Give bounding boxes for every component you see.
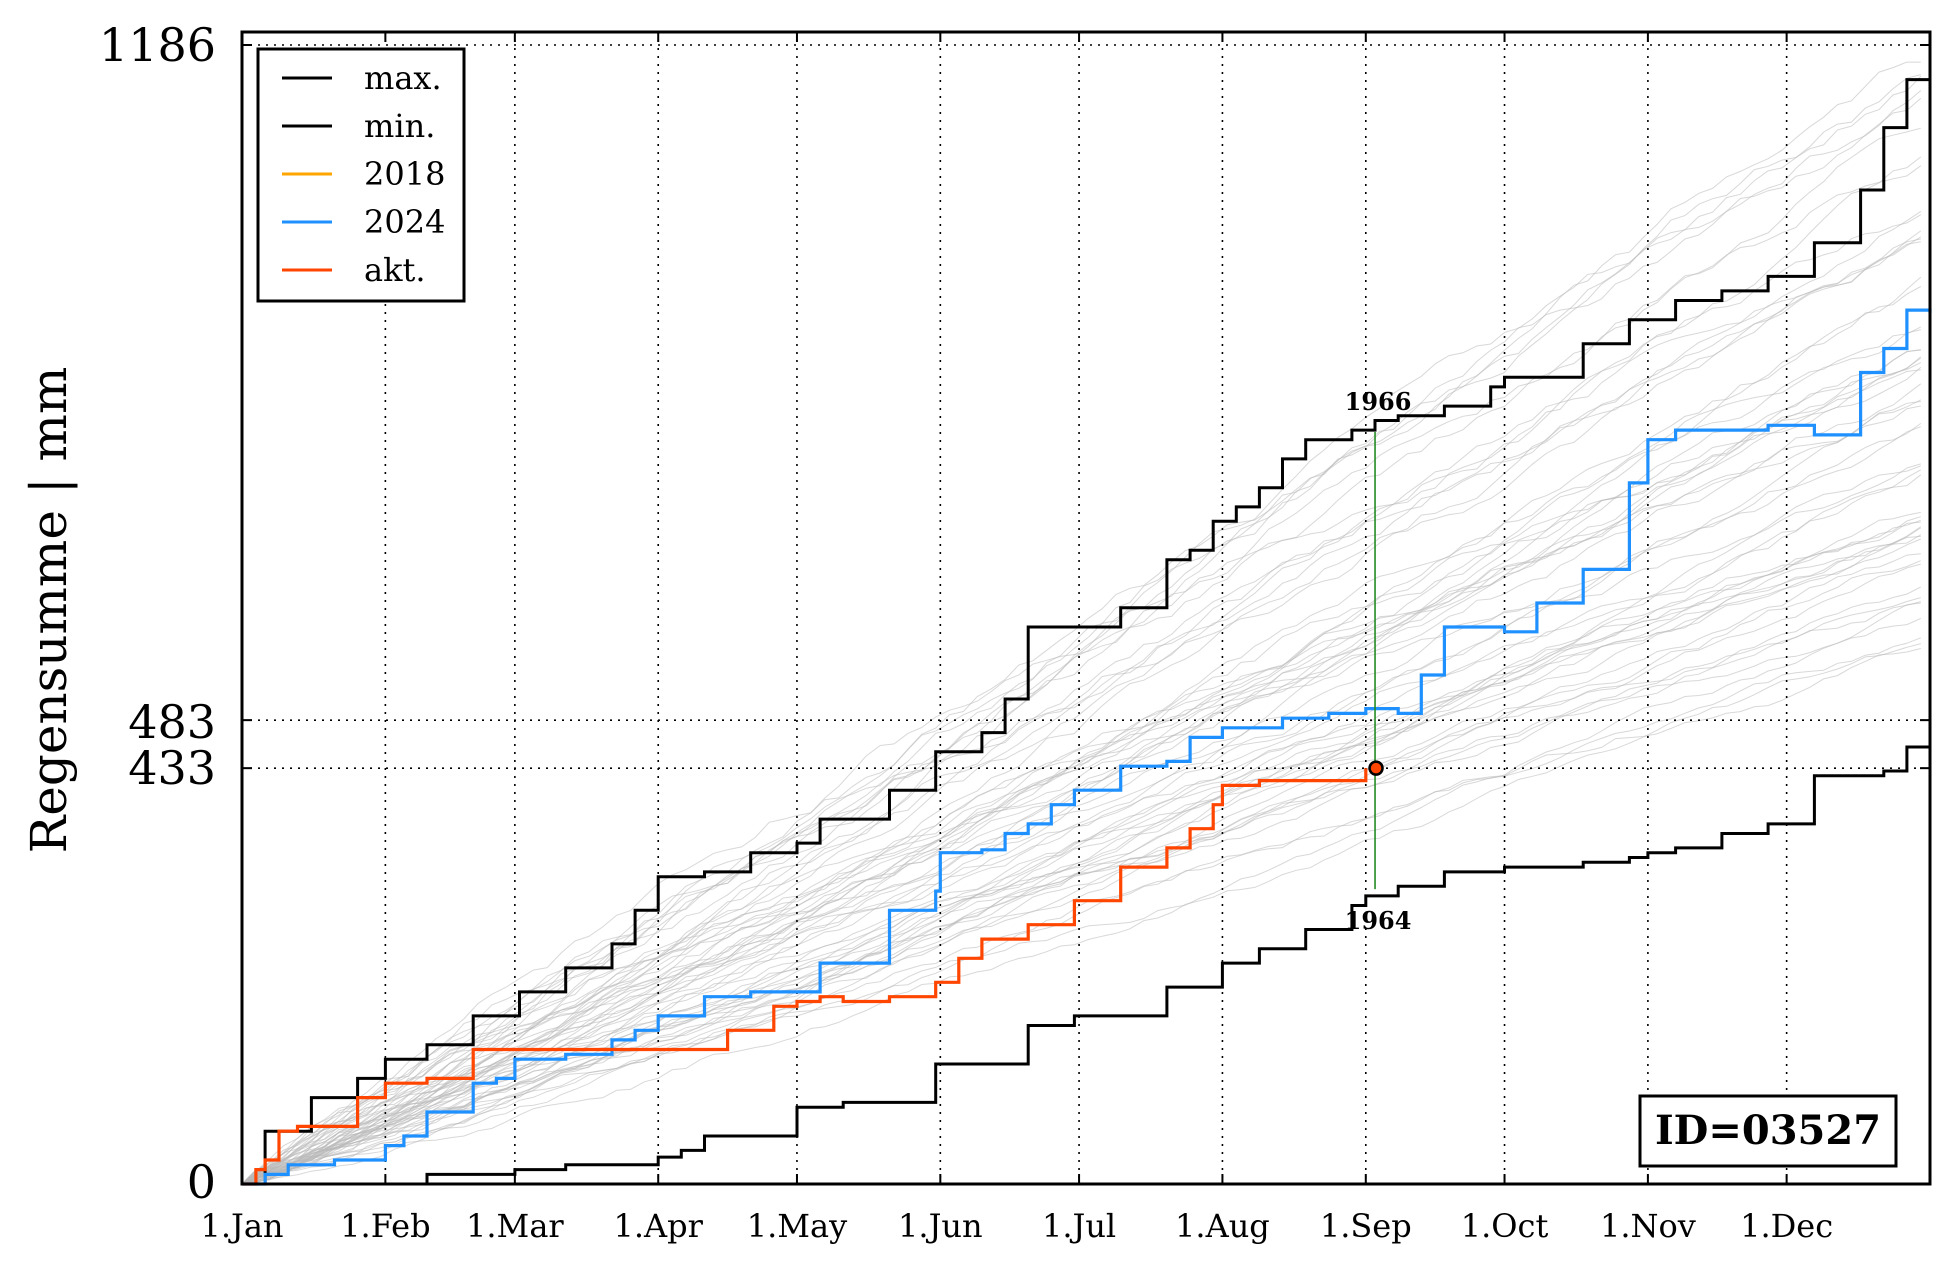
historical-year-line [241,90,1922,1185]
current-value-marker [1368,760,1384,776]
historical-year-line [241,538,1921,1185]
historical-year-line [241,553,1921,1185]
historical-year-line [241,648,1921,1185]
plot-frame [240,30,1932,1186]
historical-year-line [241,357,1922,1185]
legend-label: max. [364,59,442,97]
historical-year-line [241,474,1922,1185]
station-id-box: ID=03527 [1638,1094,1898,1168]
legend-label: min. [364,107,435,145]
max-year-annotation: 1966 [1345,387,1412,416]
historical-year-line [241,276,1922,1185]
x-tick-label: 1.Dec [1740,1207,1833,1245]
x-tick-label: 1.Mar [466,1207,564,1245]
historical-year-line [241,602,1921,1185]
series-line-min [242,720,1932,1186]
historical-year-line [241,637,1921,1185]
historical-year-line [241,405,1921,1185]
historical-year-line [241,422,1922,1185]
x-tick-label: 1.Jul [1042,1207,1116,1245]
historical-year-line [241,401,1921,1185]
tick-labels: 1.Jan 1.Feb 1.Mar 1.Apr 1.May 1.Jun 1.Jul 1.Aug… [99,18,1833,1245]
y-tick-label: 433 [128,741,216,795]
historical-year-line [241,356,1922,1185]
historical-year-line [241,463,1921,1185]
series-line-2024 [242,308,1932,1186]
historical-year-line [241,74,1921,1185]
historical-year-line [241,349,1921,1185]
legend-label: 2024 [364,203,445,241]
min-year-annotation: 1964 [1345,906,1412,935]
historical-year-line [241,601,1921,1185]
historical-year-line [241,643,1921,1185]
historical-year-line [241,127,1921,1185]
marker-layer [1368,432,1384,890]
historical-year-line [241,369,1921,1185]
historical-years-lines [241,61,1922,1185]
historical-year-line [241,534,1922,1185]
historical-year-line [241,535,1921,1185]
historical-year-line [241,97,1922,1185]
historical-year-line [241,563,1921,1185]
x-tick-label: 1.May [747,1207,847,1245]
historical-year-line [241,469,1922,1185]
y-tick-label: 483 [128,695,216,749]
historical-year-line [241,230,1922,1185]
station-id-label: ID=03527 [1655,1107,1881,1154]
historical-year-line [241,362,1922,1185]
x-tick-label: 1.Feb [340,1207,430,1245]
historical-year-line [241,61,1921,1185]
x-tick-label: 1.Nov [1600,1207,1696,1245]
series-layer [242,45,1932,1186]
x-tick-label: 1.Apr [614,1207,704,1245]
x-tick-label: 1.Oct [1461,1207,1549,1245]
historical-year-line [241,349,1921,1185]
series-line-akt [242,768,1368,1186]
historical-year-line [241,586,1922,1185]
y-tick-label: 0 [187,1155,216,1209]
x-tick-label: 1.Sep [1320,1207,1412,1245]
series-line-max [242,45,1932,1186]
legend-label: akt. [364,251,426,289]
historical-year-line [241,597,1921,1185]
historical-year-line [241,560,1921,1185]
historical-year-line [241,366,1922,1185]
historical-year-line [241,286,1922,1185]
historical-year-line [241,214,1922,1185]
legend-label: 2018 [364,155,445,193]
x-tick-label: 1.Jun [898,1207,983,1245]
y-axis-label: Regensumme | mm [20,367,78,854]
historical-year-line [241,165,1922,1185]
x-tick-label: 1.Jan [200,1207,283,1245]
axis-ticks [241,32,1930,1185]
legend: max. min. 2018 2024 akt. [256,47,466,303]
grid [242,32,1930,1184]
historical-year-line [241,210,1922,1185]
y-tick-label: 1186 [99,18,216,72]
historical-year-line [241,526,1922,1185]
historical-year-line [241,238,1921,1185]
historical-year-line [241,156,1922,1185]
x-tick-label: 1.Aug [1175,1207,1270,1245]
historical-year-line [241,241,1921,1185]
